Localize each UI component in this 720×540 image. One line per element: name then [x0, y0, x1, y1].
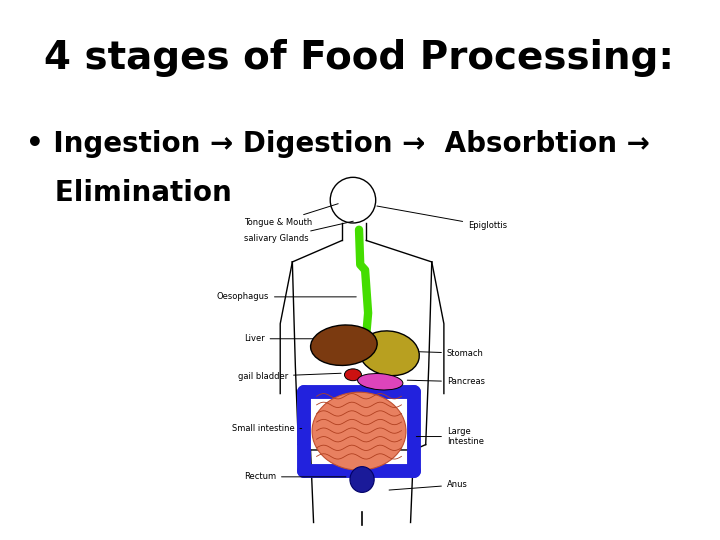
Text: Elimination: Elimination — [26, 179, 231, 207]
Text: 4 stages of Food Processing:: 4 stages of Food Processing: — [44, 39, 674, 77]
Text: Large
Intestine: Large Intestine — [416, 427, 484, 446]
Ellipse shape — [350, 467, 374, 492]
Ellipse shape — [312, 392, 406, 470]
Text: Small intestine: Small intestine — [232, 424, 302, 433]
Text: Oesophagus: Oesophagus — [217, 292, 356, 301]
Text: Pancreas: Pancreas — [408, 377, 485, 386]
Text: Tongue & Mouth: Tongue & Mouth — [244, 204, 338, 227]
Text: • Ingestion → Digestion →  Absorbtion →: • Ingestion → Digestion → Absorbtion → — [26, 130, 649, 158]
Ellipse shape — [358, 374, 403, 390]
Text: Liver: Liver — [244, 334, 332, 343]
Text: Epiglottis: Epiglottis — [377, 206, 508, 231]
Text: Anus: Anus — [389, 481, 468, 490]
Text: Stomach: Stomach — [419, 349, 484, 358]
Ellipse shape — [359, 331, 419, 376]
Ellipse shape — [344, 369, 361, 381]
Text: Rectum: Rectum — [244, 472, 346, 481]
Text: salivary Glands: salivary Glands — [244, 221, 354, 244]
Ellipse shape — [310, 325, 377, 366]
Text: gail bladder: gail bladder — [238, 372, 341, 381]
